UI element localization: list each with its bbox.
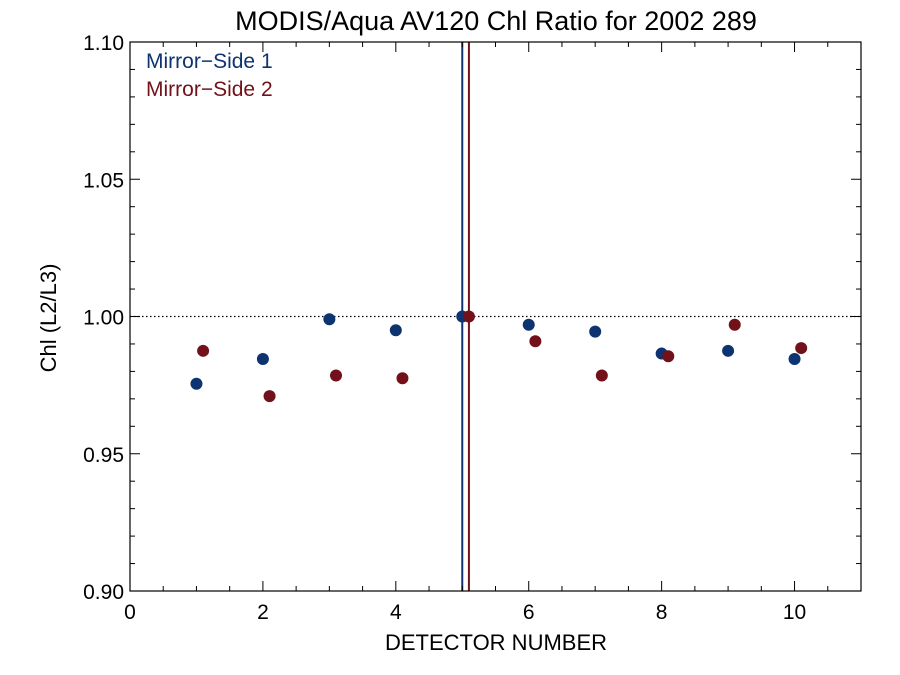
data-point-series-2 [595, 369, 608, 382]
data-point-series-2 [529, 335, 542, 348]
data-point-series-1 [722, 344, 735, 357]
data-point-series-1 [323, 313, 336, 326]
data-point-series-1 [256, 353, 269, 366]
legend-entry-mirror-side-1: Mirror−Side 1 [146, 50, 273, 73]
x-tick-label: 6 [523, 601, 535, 624]
y-axis-label: Chl (L2/L3) [36, 264, 61, 373]
x-tick-label: 2 [257, 601, 269, 624]
y-tick-label: 1.05 [83, 169, 124, 192]
legend-entry-mirror-side-2: Mirror−Side 2 [146, 78, 273, 101]
data-point-series-2 [330, 369, 343, 382]
data-point-series-2 [263, 390, 276, 403]
x-tick-label: 10 [783, 601, 806, 624]
legend: Mirror−Side 1 Mirror−Side 2 [146, 50, 273, 101]
y-tick-label: 0.95 [83, 444, 124, 467]
y-tick-label: 0.90 [83, 581, 124, 604]
axis-ticks: 0 2 4 6 8 10 0.90 0.95 1.00 1.05 1.10 [83, 32, 862, 624]
data-point-series-1 [589, 325, 602, 338]
plot-frame [129, 41, 862, 592]
data-point-series-2 [462, 310, 475, 323]
x-axis-label: DETECTOR NUMBER [385, 630, 607, 655]
data-point-series-2 [662, 350, 675, 363]
x-tick-label: 8 [656, 601, 668, 624]
data-point-series-2 [396, 372, 409, 385]
y-tick-label: 1.10 [83, 32, 124, 55]
data-point-series-2 [795, 342, 808, 355]
data-point-series-2 [728, 318, 741, 331]
data-point-series-1 [389, 324, 402, 337]
data-point-series-1 [190, 377, 203, 390]
y-tick-label: 1.00 [83, 307, 124, 330]
data-point-series-1 [522, 318, 535, 331]
data-point-series-2 [197, 344, 210, 357]
data-point-series-1 [788, 353, 801, 366]
x-tick-label: 4 [390, 601, 402, 624]
data-points [190, 310, 808, 403]
chart-title: MODIS/Aqua AV120 Chl Ratio for 2002 289 [235, 6, 757, 36]
x-tick-label: 0 [124, 601, 136, 624]
